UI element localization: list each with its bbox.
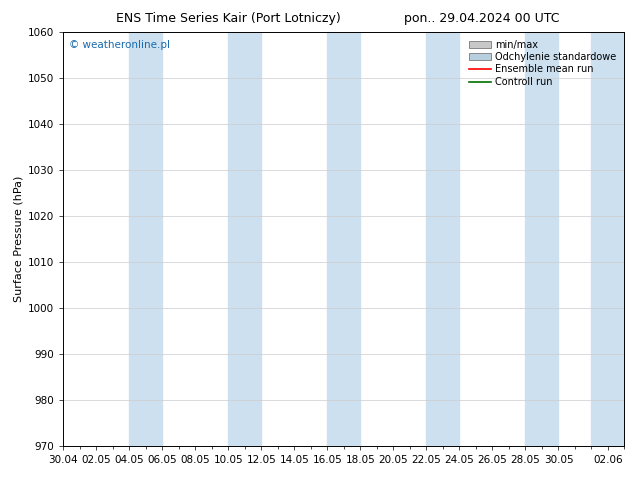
Bar [129, 32, 162, 446]
Bar [228, 32, 261, 446]
Text: pon.. 29.04.2024 00 UTC: pon.. 29.04.2024 00 UTC [404, 12, 560, 25]
Text: ENS Time Series Kair (Port Lotniczy): ENS Time Series Kair (Port Lotniczy) [116, 12, 340, 25]
Y-axis label: Surface Pressure (hPa): Surface Pressure (hPa) [14, 176, 24, 302]
Bar [526, 32, 559, 446]
Bar [427, 32, 460, 446]
Legend: min/max, Odchylenie standardowe, Ensemble mean run, Controll run: min/max, Odchylenie standardowe, Ensembl… [465, 36, 621, 91]
Bar [592, 32, 624, 446]
Text: © weatheronline.pl: © weatheronline.pl [69, 40, 170, 50]
Bar [327, 32, 361, 446]
